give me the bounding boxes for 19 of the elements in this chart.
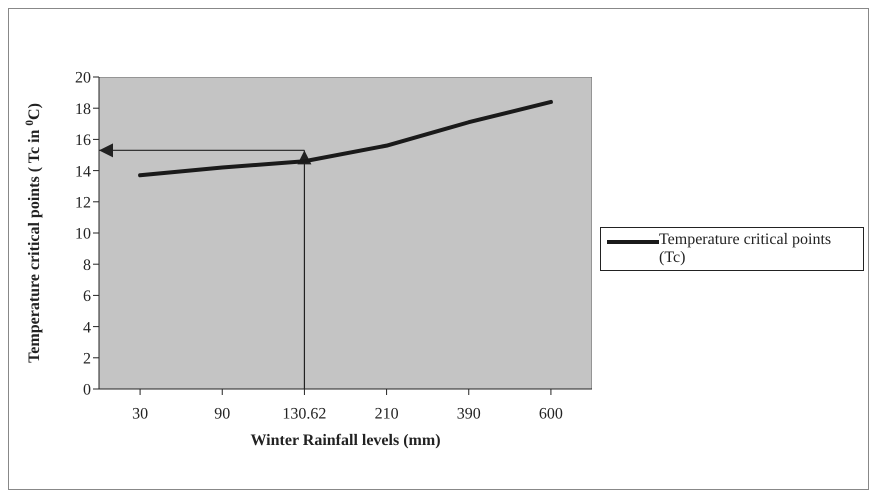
y-tick-label: 18 xyxy=(75,100,91,118)
y-tick-label: 20 xyxy=(75,70,91,87)
x-tick-label: 210 xyxy=(374,405,399,422)
x-tick-label: 90 xyxy=(214,405,230,422)
x-tick-label: 600 xyxy=(538,405,563,422)
x-tick-label: 130.62 xyxy=(282,405,326,422)
y-tick-label: 10 xyxy=(75,226,91,243)
y-tick-label: 16 xyxy=(75,132,91,150)
y-tick-label: 2 xyxy=(83,350,91,368)
y-tick-label: 0 xyxy=(83,382,91,399)
y-tick-label: 6 xyxy=(83,288,91,306)
x-axis-title: Winter Rainfall levels (mm) xyxy=(250,432,441,449)
x-tick-label: 30 xyxy=(132,405,148,422)
x-tick-label: 390 xyxy=(456,405,481,422)
y-tick-label: 14 xyxy=(75,163,91,180)
y-tick-label: 8 xyxy=(83,256,91,274)
y-tick-label: 12 xyxy=(75,194,91,212)
y-tick-label: 4 xyxy=(83,319,91,336)
legend-label: Temperature critical points (Tc) xyxy=(659,231,832,267)
